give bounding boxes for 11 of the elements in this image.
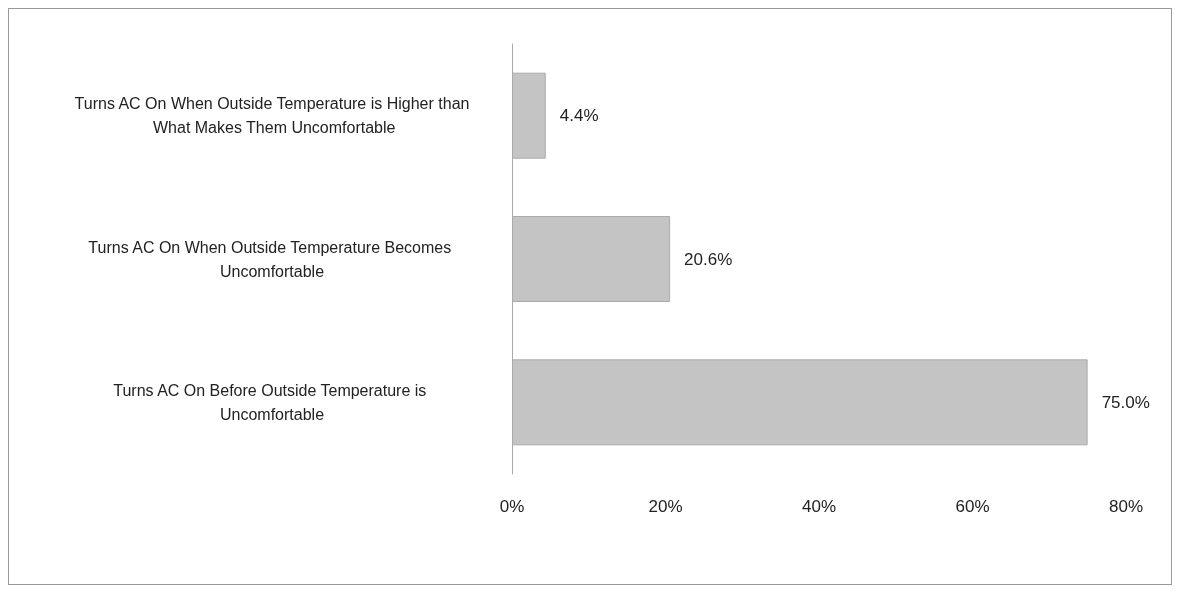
data-label: 20.6% — [684, 249, 733, 269]
y-tick-label: Turns AC On When Outside Temperature Becomes Uncomfortable — [88, 238, 456, 280]
x-tick-label: 0% — [499, 497, 525, 516]
x-tick-label: 80% — [1108, 497, 1144, 516]
data-label: 75.0% — [1101, 392, 1150, 412]
x-tick-label: 40% — [801, 497, 837, 516]
y-tick-label: Turns AC On When Outside Temperature is Higher than What Makes Them Uncomfortable — [74, 95, 470, 137]
data-label: 4.4% — [559, 106, 599, 126]
x-tick-label: 20% — [648, 497, 683, 516]
x-tick-label: 60% — [955, 497, 990, 516]
y-tick-label: Turns AC On Before Outside Temperature is Uncomfortable — [113, 381, 431, 423]
